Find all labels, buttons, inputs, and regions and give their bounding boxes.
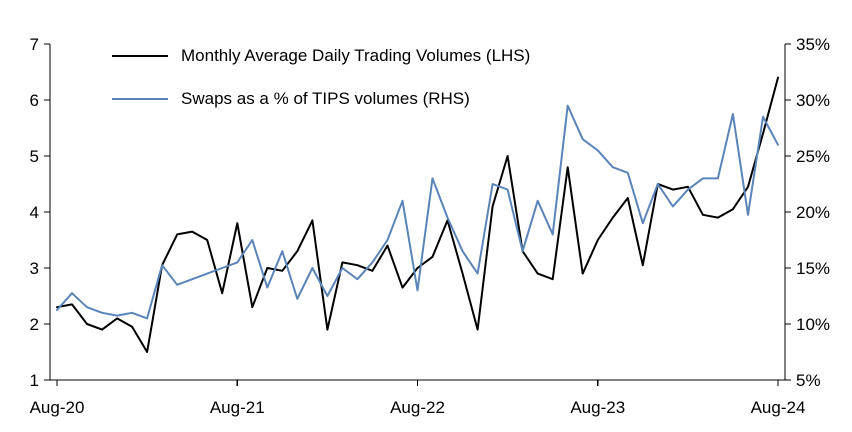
svg-text:3: 3 — [30, 259, 39, 278]
svg-text:Aug-20: Aug-20 — [30, 398, 85, 417]
legend-label-volumes-lhs: Monthly Average Daily Trading Volumes (L… — [181, 46, 531, 65]
svg-text:35%: 35% — [796, 35, 830, 54]
svg-text:Aug-21: Aug-21 — [210, 398, 265, 417]
svg-text:1: 1 — [30, 371, 39, 390]
legend-item-swaps-rhs: Swaps as a % of TIPS volumes (RHS) — [112, 89, 530, 109]
svg-text:20%: 20% — [796, 203, 830, 222]
svg-text:10%: 10% — [796, 315, 830, 334]
svg-text:5: 5 — [30, 147, 39, 166]
svg-text:25%: 25% — [796, 147, 830, 166]
svg-text:30%: 30% — [796, 91, 830, 110]
svg-text:Aug-22: Aug-22 — [390, 398, 445, 417]
chart-legend: Monthly Average Daily Trading Volumes (L… — [112, 46, 530, 109]
svg-text:4: 4 — [30, 203, 39, 222]
svg-text:5%: 5% — [796, 371, 821, 390]
rhs-line-swatch-icon — [112, 98, 168, 100]
svg-text:6: 6 — [30, 91, 39, 110]
svg-text:Aug-23: Aug-23 — [570, 398, 625, 417]
lhs-line-swatch-icon — [112, 55, 168, 57]
legend-label-swaps-rhs: Swaps as a % of TIPS volumes (RHS) — [181, 89, 470, 108]
svg-text:15%: 15% — [796, 259, 830, 278]
svg-text:2: 2 — [30, 315, 39, 334]
legend-item-volumes-lhs: Monthly Average Daily Trading Volumes (L… — [112, 46, 530, 66]
svg-text:Aug-24: Aug-24 — [751, 398, 806, 417]
svg-text:7: 7 — [30, 35, 39, 54]
